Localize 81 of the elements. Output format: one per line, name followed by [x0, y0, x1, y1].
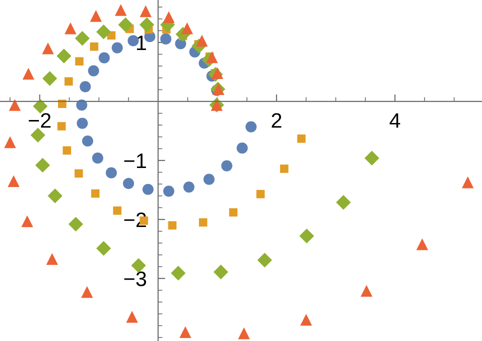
- point: [64, 77, 73, 86]
- point: [297, 134, 306, 143]
- point: [257, 252, 272, 268]
- point: [68, 216, 84, 232]
- point: [91, 189, 100, 198]
- point: [183, 181, 194, 193]
- point: [139, 17, 154, 32]
- y-tick-label: 1: [136, 36, 146, 50]
- point: [162, 11, 175, 24]
- point: [416, 238, 428, 250]
- point: [221, 160, 232, 172]
- point: [360, 284, 372, 297]
- point: [229, 208, 238, 217]
- x-tick-label: −2: [28, 113, 51, 128]
- point: [214, 264, 228, 280]
- point: [238, 327, 250, 340]
- point: [8, 99, 21, 111]
- point: [96, 24, 111, 40]
- point: [246, 121, 257, 132]
- point: [462, 176, 474, 188]
- point: [142, 184, 154, 195]
- point: [46, 253, 58, 265]
- point: [118, 17, 133, 32]
- point: [203, 174, 215, 185]
- y-tick-label: −1: [124, 154, 146, 168]
- point: [114, 4, 127, 16]
- point: [30, 128, 46, 142]
- x-tick-label: 4: [390, 113, 400, 128]
- point: [364, 150, 380, 166]
- point: [88, 65, 100, 76]
- point: [256, 190, 265, 198]
- point: [299, 228, 314, 244]
- point: [32, 98, 48, 114]
- point: [42, 71, 58, 86]
- point: [198, 218, 208, 227]
- point: [336, 194, 351, 210]
- point: [4, 136, 16, 148]
- point: [181, 22, 194, 34]
- point: [42, 42, 54, 54]
- point: [196, 34, 208, 47]
- point: [131, 258, 146, 273]
- point: [64, 22, 76, 34]
- point: [126, 310, 138, 323]
- point: [98, 52, 110, 64]
- point: [35, 158, 50, 173]
- point: [179, 326, 192, 338]
- point: [22, 68, 34, 80]
- point: [8, 175, 20, 188]
- point: [75, 57, 84, 66]
- point: [74, 169, 83, 178]
- point: [236, 142, 248, 154]
- point: [62, 146, 72, 155]
- point: [74, 30, 90, 46]
- y-tick-label: −3: [124, 271, 146, 286]
- point: [21, 215, 34, 228]
- point: [106, 167, 117, 178]
- point: [92, 152, 104, 164]
- point: [96, 241, 111, 256]
- point: [48, 188, 62, 204]
- point: [280, 164, 288, 173]
- point: [57, 122, 66, 130]
- point: [206, 51, 218, 64]
- point: [160, 33, 172, 44]
- point: [168, 221, 176, 230]
- point: [112, 42, 123, 54]
- point: [80, 81, 91, 92]
- point: [90, 10, 102, 22]
- point: [140, 5, 152, 18]
- point: [211, 67, 224, 80]
- point: [81, 286, 93, 298]
- x-tick-label: 2: [272, 113, 282, 128]
- point: [163, 186, 174, 197]
- point: [170, 266, 186, 281]
- point: [58, 100, 66, 108]
- point: [76, 118, 88, 129]
- point: [122, 178, 134, 190]
- point: [56, 48, 72, 64]
- point: [113, 206, 122, 215]
- point: [82, 135, 94, 147]
- point: [90, 42, 98, 51]
- point: [300, 314, 312, 326]
